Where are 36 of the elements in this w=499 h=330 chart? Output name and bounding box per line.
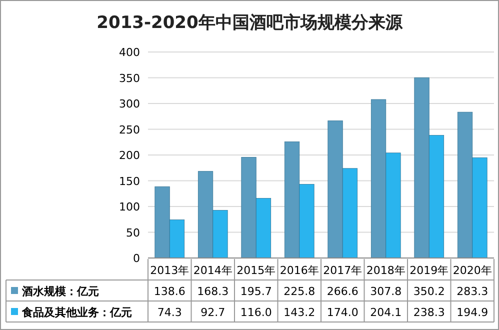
data-label: 74.3 xyxy=(157,306,182,319)
y-tick-label: 300 xyxy=(119,98,140,110)
y-tick-label: 100 xyxy=(119,200,140,214)
data-label: 195.7 xyxy=(240,285,272,298)
y-tick-label: 400 xyxy=(119,46,140,59)
data-label: 225.8 xyxy=(284,285,316,298)
data-label: 168.3 xyxy=(197,285,229,298)
data-label: 238.3 xyxy=(413,306,445,319)
y-tick-label: 350 xyxy=(119,72,140,85)
x-tick-label: 2018年 xyxy=(366,264,406,277)
x-tick-label: 2013年 xyxy=(150,264,190,277)
data-label: 194.9 xyxy=(456,306,488,319)
chart-title: 2013-2020年中国酒吧市场规模分来源 xyxy=(96,13,404,33)
y-tick-label: 200 xyxy=(119,149,140,162)
legend-label: 食品及其他业务：亿元 xyxy=(21,306,132,319)
data-label: 283.3 xyxy=(456,285,488,298)
data-label: 266.6 xyxy=(326,285,358,298)
data-label: 174.0 xyxy=(326,306,358,319)
x-tick-label: 2016年 xyxy=(280,264,319,277)
x-tick-label: 2014年 xyxy=(193,264,232,277)
legend-label: 酒水规模：亿元 xyxy=(21,285,99,298)
data-label: 143.2 xyxy=(284,306,316,319)
y-tick-label: 50 xyxy=(126,226,140,240)
x-tick-label: 2015年 xyxy=(236,264,276,277)
y-tick-label: 150 xyxy=(119,174,140,188)
data-label: 350.2 xyxy=(413,285,445,298)
data-label: 116.0 xyxy=(240,306,272,319)
y-tick-label: 0 xyxy=(133,252,140,265)
y-tick-label: 250 xyxy=(119,123,140,136)
data-label: 138.6 xyxy=(154,285,186,298)
x-tick-label: 2020年 xyxy=(452,264,492,277)
data-label: 92.7 xyxy=(200,306,226,319)
data-label: 204.1 xyxy=(370,306,402,319)
data-label: 307.8 xyxy=(370,285,402,298)
x-tick-label: 2017年 xyxy=(323,264,362,277)
x-tick-label: 2019年 xyxy=(410,264,449,277)
